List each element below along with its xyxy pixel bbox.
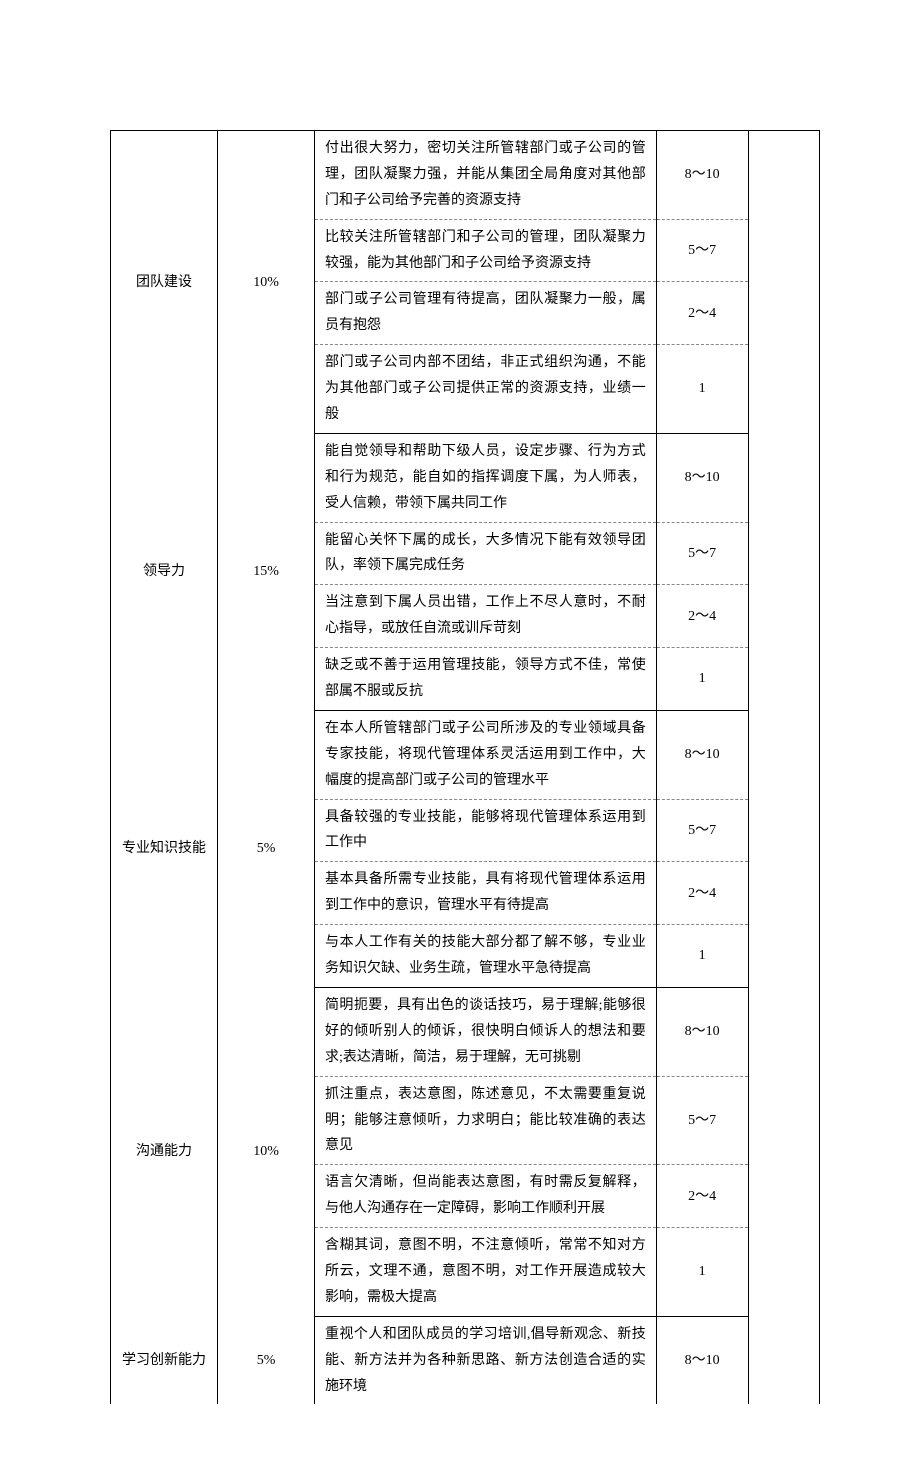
score-cell: 8～10 bbox=[656, 1316, 748, 1404]
desc-cell: 付出很大努力，密切关注所管辖部门或子公司的管理，团队凝聚力强，并能从集团全局角度… bbox=[315, 131, 657, 220]
desc-cell: 简明扼要，具有出色的谈话技巧，易于理解;能够很好的倾听别人的倾诉，很快明白倾诉人… bbox=[315, 987, 657, 1076]
desc-cell: 缺乏或不善于运用管理技能，领导方式不佳，常使部属不服或反抗 bbox=[315, 648, 657, 711]
category-cell: 团队建设 bbox=[111, 131, 218, 434]
desc-cell: 抓注重点，表达意图，陈述意见，不太需要重复说明；能够注意倾听，力求明白；能比较准… bbox=[315, 1076, 657, 1165]
empty-cell bbox=[748, 710, 819, 987]
desc-cell: 能自觉领导和帮助下级人员，设定步骤、行为方式和行为规范，能自如的指挥调度下属，为… bbox=[315, 433, 657, 522]
category-cell: 学习创新能力 bbox=[111, 1316, 218, 1404]
weight-cell: 10% bbox=[218, 131, 315, 434]
score-cell: 2～4 bbox=[656, 282, 748, 345]
desc-cell: 部门或子公司管理有待提高，团队凝聚力一般，属员有抱怨 bbox=[315, 282, 657, 345]
score-cell: 5～7 bbox=[656, 799, 748, 862]
score-cell: 2～4 bbox=[656, 1165, 748, 1228]
desc-cell: 与本人工作有关的技能大部分都了解不够，专业业务知识欠缺、业务生疏，管理水平急待提… bbox=[315, 925, 657, 988]
table-body: 团队建设10%付出很大努力，密切关注所管辖部门或子公司的管理，团队凝聚力强，并能… bbox=[111, 131, 820, 1405]
desc-cell: 重视个人和团队成员的学习培训,倡导新观念、新技能、新方法并为各种新思路、新方法创… bbox=[315, 1316, 657, 1404]
score-cell: 2～4 bbox=[656, 862, 748, 925]
desc-cell: 比较关注所管辖部门和子公司的管理，团队凝聚力较强，能为其他部门和子公司给予资源支… bbox=[315, 219, 657, 282]
table-row: 沟通能力10%简明扼要，具有出色的谈话技巧，易于理解;能够很好的倾听别人的倾诉，… bbox=[111, 987, 820, 1076]
score-cell: 1 bbox=[656, 1228, 748, 1317]
desc-cell: 具备较强的专业技能，能够将现代管理体系运用到工作中 bbox=[315, 799, 657, 862]
score-cell: 5～7 bbox=[656, 1076, 748, 1165]
category-cell: 领导力 bbox=[111, 433, 218, 710]
weight-cell: 10% bbox=[218, 987, 315, 1316]
score-cell: 1 bbox=[656, 345, 748, 434]
table-row: 专业知识技能5%在本人所管辖部门或子公司所涉及的专业领域具备专家技能，将现代管理… bbox=[111, 710, 820, 799]
desc-cell: 能留心关怀下属的成长，大多情况下能有效领导团队，率领下属完成任务 bbox=[315, 522, 657, 585]
desc-cell: 在本人所管辖部门或子公司所涉及的专业领域具备专家技能，将现代管理体系灵活运用到工… bbox=[315, 710, 657, 799]
empty-cell bbox=[748, 987, 819, 1316]
category-cell: 专业知识技能 bbox=[111, 710, 218, 987]
empty-cell bbox=[748, 131, 819, 434]
weight-cell: 15% bbox=[218, 433, 315, 710]
desc-cell: 语言欠清晰，但尚能表达意图，有时需反复解释，与他人沟通存在一定障碍，影响工作顺利… bbox=[315, 1165, 657, 1228]
table-row: 团队建设10%付出很大努力，密切关注所管辖部门或子公司的管理，团队凝聚力强，并能… bbox=[111, 131, 820, 220]
evaluation-table: 团队建设10%付出很大努力，密切关注所管辖部门或子公司的管理，团队凝聚力强，并能… bbox=[110, 130, 820, 1404]
desc-cell: 基本具备所需专业技能，具有将现代管理体系运用到工作中的意识，管理水平有待提高 bbox=[315, 862, 657, 925]
empty-cell bbox=[748, 433, 819, 710]
desc-cell: 部门或子公司内部不团结，非正式组织沟通，不能为其他部门或子公司提供正常的资源支持… bbox=[315, 345, 657, 434]
score-cell: 8～10 bbox=[656, 987, 748, 1076]
score-cell: 2～4 bbox=[656, 585, 748, 648]
score-cell: 8～10 bbox=[656, 433, 748, 522]
score-cell: 8～10 bbox=[656, 710, 748, 799]
weight-cell: 5% bbox=[218, 710, 315, 987]
category-cell: 沟通能力 bbox=[111, 987, 218, 1316]
table-row: 领导力15%能自觉领导和帮助下级人员，设定步骤、行为方式和行为规范，能自如的指挥… bbox=[111, 433, 820, 522]
score-cell: 8～10 bbox=[656, 131, 748, 220]
score-cell: 5～7 bbox=[656, 522, 748, 585]
score-cell: 1 bbox=[656, 925, 748, 988]
weight-cell: 5% bbox=[218, 1316, 315, 1404]
score-cell: 5～7 bbox=[656, 219, 748, 282]
desc-cell: 含糊其词，意图不明，不注意倾听，常常不知对方所云，文理不通，意图不明，对工作开展… bbox=[315, 1228, 657, 1317]
score-cell: 1 bbox=[656, 648, 748, 711]
table-row: 学习创新能力5%重视个人和团队成员的学习培训,倡导新观念、新技能、新方法并为各种… bbox=[111, 1316, 820, 1404]
desc-cell: 当注意到下属人员出错，工作上不尽人意时，不耐心指导，或放任自流或训斥苛刻 bbox=[315, 585, 657, 648]
empty-cell bbox=[748, 1316, 819, 1404]
